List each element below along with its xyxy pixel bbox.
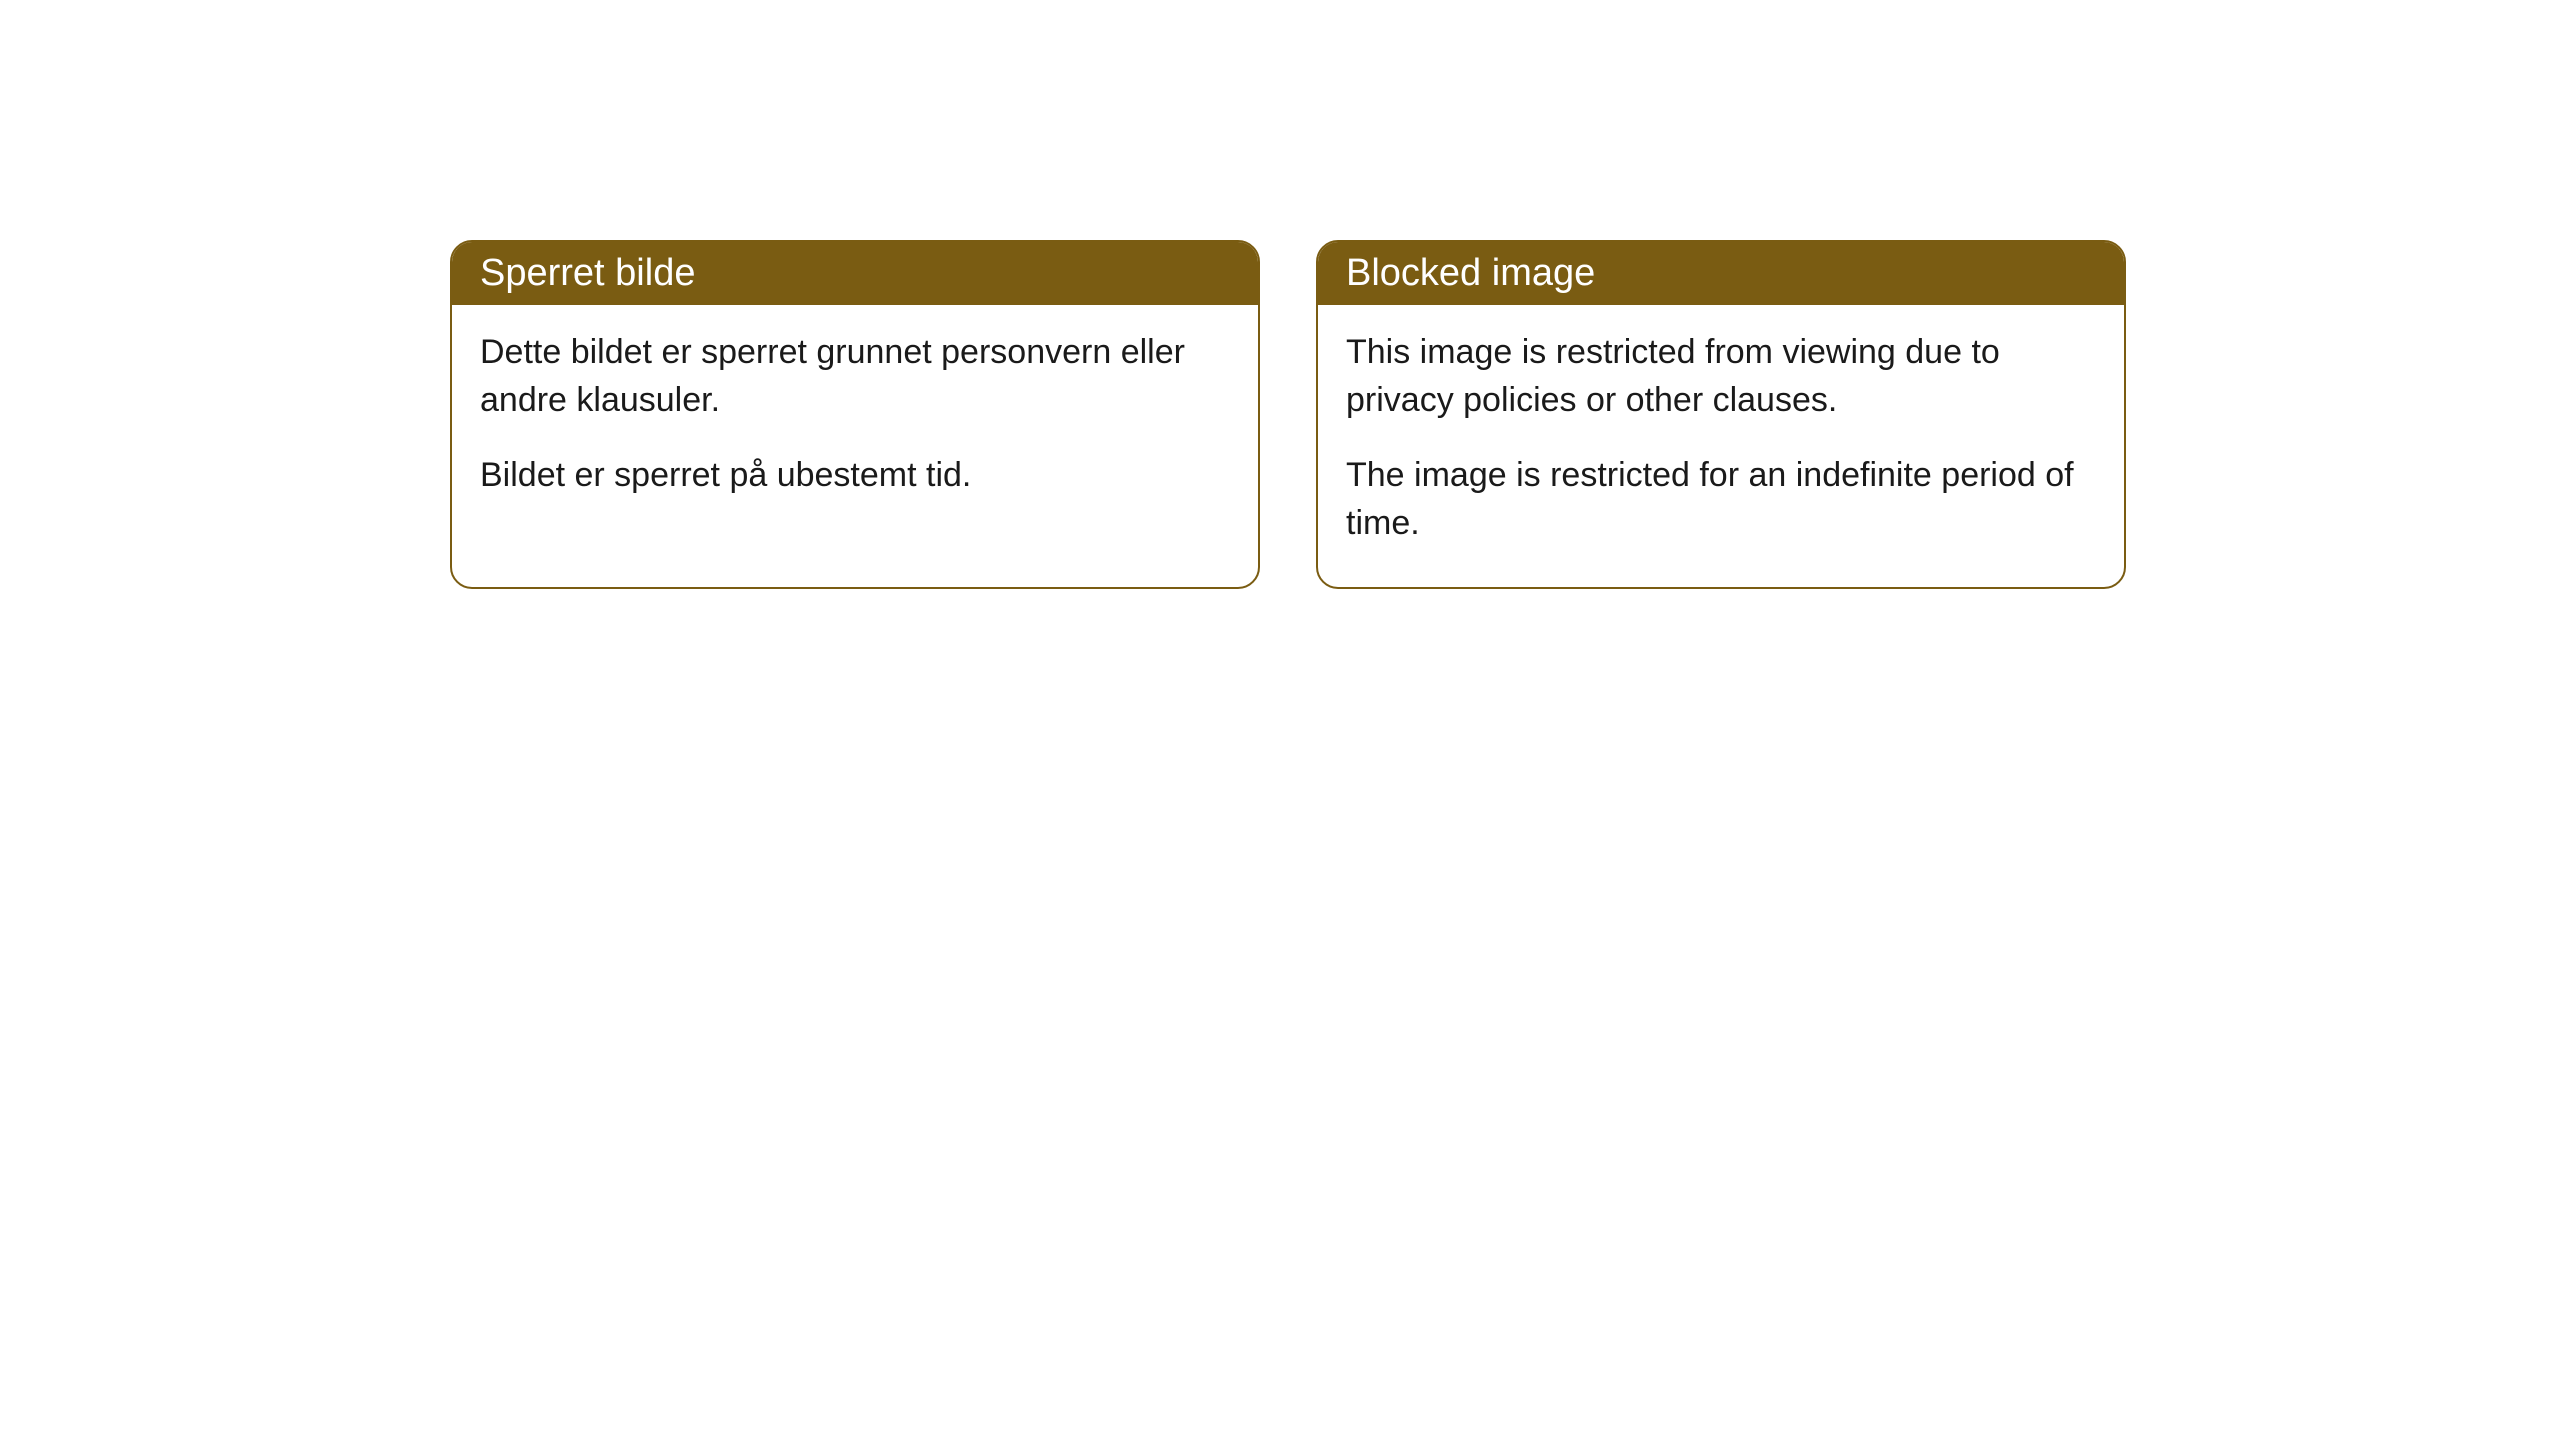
card-body-english: This image is restricted from viewing du…	[1318, 305, 2124, 587]
card-paragraph: Bildet er sperret på ubestemt tid.	[480, 452, 1230, 500]
card-paragraph: The image is restricted for an indefinit…	[1346, 452, 2096, 547]
card-paragraph: Dette bildet er sperret grunnet personve…	[480, 329, 1230, 424]
card-title: Sperret bilde	[480, 252, 695, 294]
card-paragraph: This image is restricted from viewing du…	[1346, 329, 2096, 424]
card-body-norwegian: Dette bildet er sperret grunnet personve…	[452, 305, 1258, 540]
notice-cards-container: Sperret bilde Dette bildet er sperret gr…	[450, 240, 2126, 589]
card-header-english: Blocked image	[1318, 242, 2124, 305]
notice-card-english: Blocked image This image is restricted f…	[1316, 240, 2126, 589]
card-header-norwegian: Sperret bilde	[452, 242, 1258, 305]
notice-card-norwegian: Sperret bilde Dette bildet er sperret gr…	[450, 240, 1260, 589]
card-title: Blocked image	[1346, 252, 1595, 294]
